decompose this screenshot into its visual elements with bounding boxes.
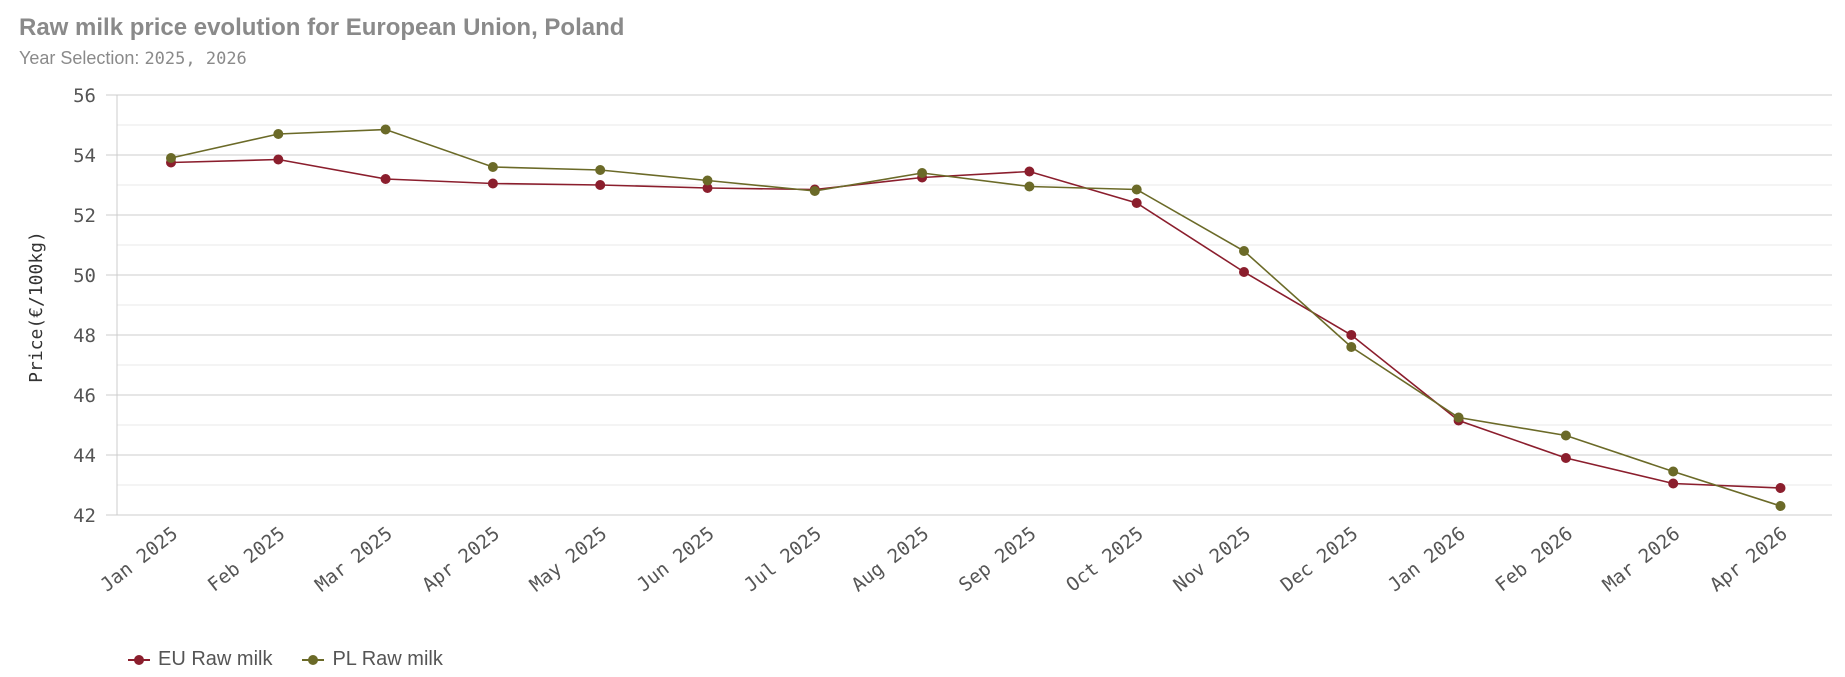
data-point-eu <box>1346 330 1357 340</box>
x-tick-label: Mar 2026 <box>1599 523 1685 597</box>
x-tick-label: Dec 2025 <box>1277 523 1363 597</box>
y-tick-label: 56 <box>73 85 96 107</box>
y-tick-label: 44 <box>73 445 96 467</box>
data-point-pl <box>487 162 498 172</box>
x-tick-label: Jul 2025 <box>740 523 826 597</box>
x-tick-label: Jun 2025 <box>633 523 719 597</box>
series-line-eu <box>170 158 1781 489</box>
x-tick-label: Feb 2026 <box>1491 523 1577 597</box>
legend-label-eu: EU Raw milk <box>158 648 273 670</box>
data-point-pl <box>595 165 606 175</box>
data-point-pl <box>917 168 928 178</box>
x-tick-label: Feb 2025 <box>204 523 290 597</box>
legend-marker-pl <box>302 654 325 666</box>
y-tick-label: 46 <box>73 385 96 407</box>
data-point-pl <box>1131 184 1142 195</box>
data-point-pl <box>1668 466 1679 477</box>
legend-marker-eu <box>128 654 150 666</box>
x-tick-label: Apr 2025 <box>418 523 504 597</box>
series-line-pl <box>170 128 1781 507</box>
x-tick-label: Jan 2026 <box>1384 523 1470 597</box>
chart-legend: EU Raw milk PL Raw milk <box>128 648 443 671</box>
y-tick-label: 48 <box>73 325 96 347</box>
data-point-pl <box>1239 246 1249 256</box>
data-point-eu <box>273 154 284 165</box>
data-point-pl <box>1346 342 1357 352</box>
x-tick-label: Aug 2025 <box>848 523 934 597</box>
x-tick-label: May 2025 <box>526 523 612 597</box>
subtitle-label: Year Selection: <box>19 48 140 68</box>
data-point-pl <box>273 129 284 139</box>
line-chart: 42 44 46 48 50 52 54 56 Price(€/100kg) Jan 2025 Fe… <box>26 85 1832 597</box>
y-tick-label: 52 <box>73 205 96 227</box>
x-tick-label: Oct 2025 <box>1062 523 1148 597</box>
data-point-eu <box>1131 198 1142 208</box>
y-tick-label: 42 <box>73 505 96 527</box>
data-point-eu <box>702 183 713 193</box>
chart-title: Raw milk price evolution for European Un… <box>19 14 625 41</box>
x-tick-label: Mar 2025 <box>311 523 397 597</box>
legend-label-pl: PL Raw milk <box>332 648 443 670</box>
subtitle-years: 2025, 2026 <box>144 49 247 69</box>
legend-item-pl[interactable]: PL Raw milk <box>302 648 443 671</box>
data-point-pl <box>166 153 176 163</box>
x-tick-label: Nov 2025 <box>1169 523 1255 597</box>
x-tick-label: Jan 2025 <box>96 523 182 597</box>
x-tick-label: Apr 2026 <box>1706 523 1792 597</box>
y-tick-label: 54 <box>73 145 96 167</box>
data-point-pl <box>1775 501 1786 511</box>
data-point-eu <box>380 174 391 184</box>
y-tick-label: 50 <box>73 265 96 287</box>
data-point-pl <box>809 186 820 196</box>
data-point-pl <box>1560 430 1571 441</box>
data-point-pl <box>380 124 391 135</box>
data-point-eu <box>1024 166 1035 177</box>
data-point-pl <box>1453 412 1464 423</box>
data-point-pl <box>702 175 713 186</box>
chart-subtitle: Year Selection: 2025, 2026 <box>19 48 247 69</box>
x-tick-label: Sep 2025 <box>955 523 1041 597</box>
legend-item-eu[interactable]: EU Raw milk <box>128 648 272 671</box>
data-point-pl <box>1024 181 1035 192</box>
data-point-eu <box>1775 483 1786 493</box>
data-point-eu <box>1239 267 1249 277</box>
y-axis-title: Price(€/100kg) <box>26 231 47 383</box>
data-point-eu <box>487 178 498 189</box>
data-point-eu <box>595 180 606 190</box>
data-point-eu <box>1560 453 1571 463</box>
data-point-eu <box>1668 478 1679 489</box>
